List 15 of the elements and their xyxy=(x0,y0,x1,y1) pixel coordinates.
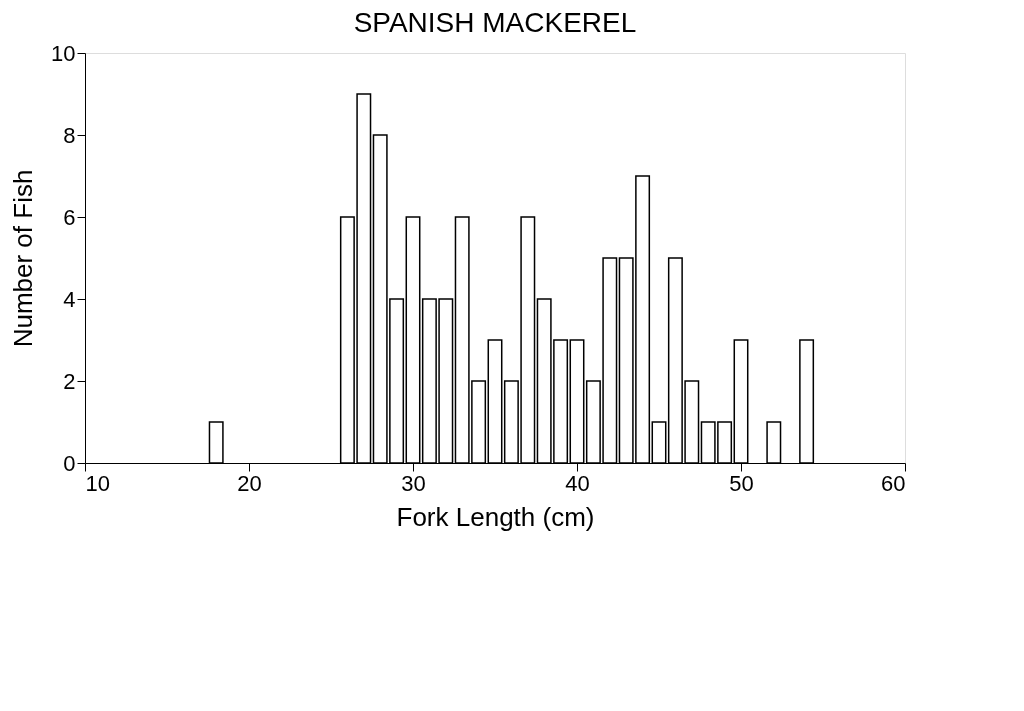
x-axis-title: Fork Length (cm) xyxy=(396,501,595,532)
y-tick-label: 10 xyxy=(51,40,76,66)
x-tick-label: 60 xyxy=(881,470,906,496)
x-tick-label: 30 xyxy=(401,470,426,496)
y-tick-label: 6 xyxy=(63,204,76,230)
y-tick-label: 2 xyxy=(63,368,76,394)
y-tick-label: 4 xyxy=(63,286,76,312)
x-tick-label: 40 xyxy=(565,470,590,496)
x-tick-label: 20 xyxy=(237,470,262,496)
x-tick-label: 50 xyxy=(729,470,754,496)
chart-title: SPANISH MACKEREL xyxy=(353,7,637,38)
x-tick-label: 10 xyxy=(85,470,110,496)
y-tick-label: 0 xyxy=(63,450,76,476)
y-tick-label: 8 xyxy=(63,122,76,148)
y-axis-title: Number of Fish xyxy=(8,169,39,348)
